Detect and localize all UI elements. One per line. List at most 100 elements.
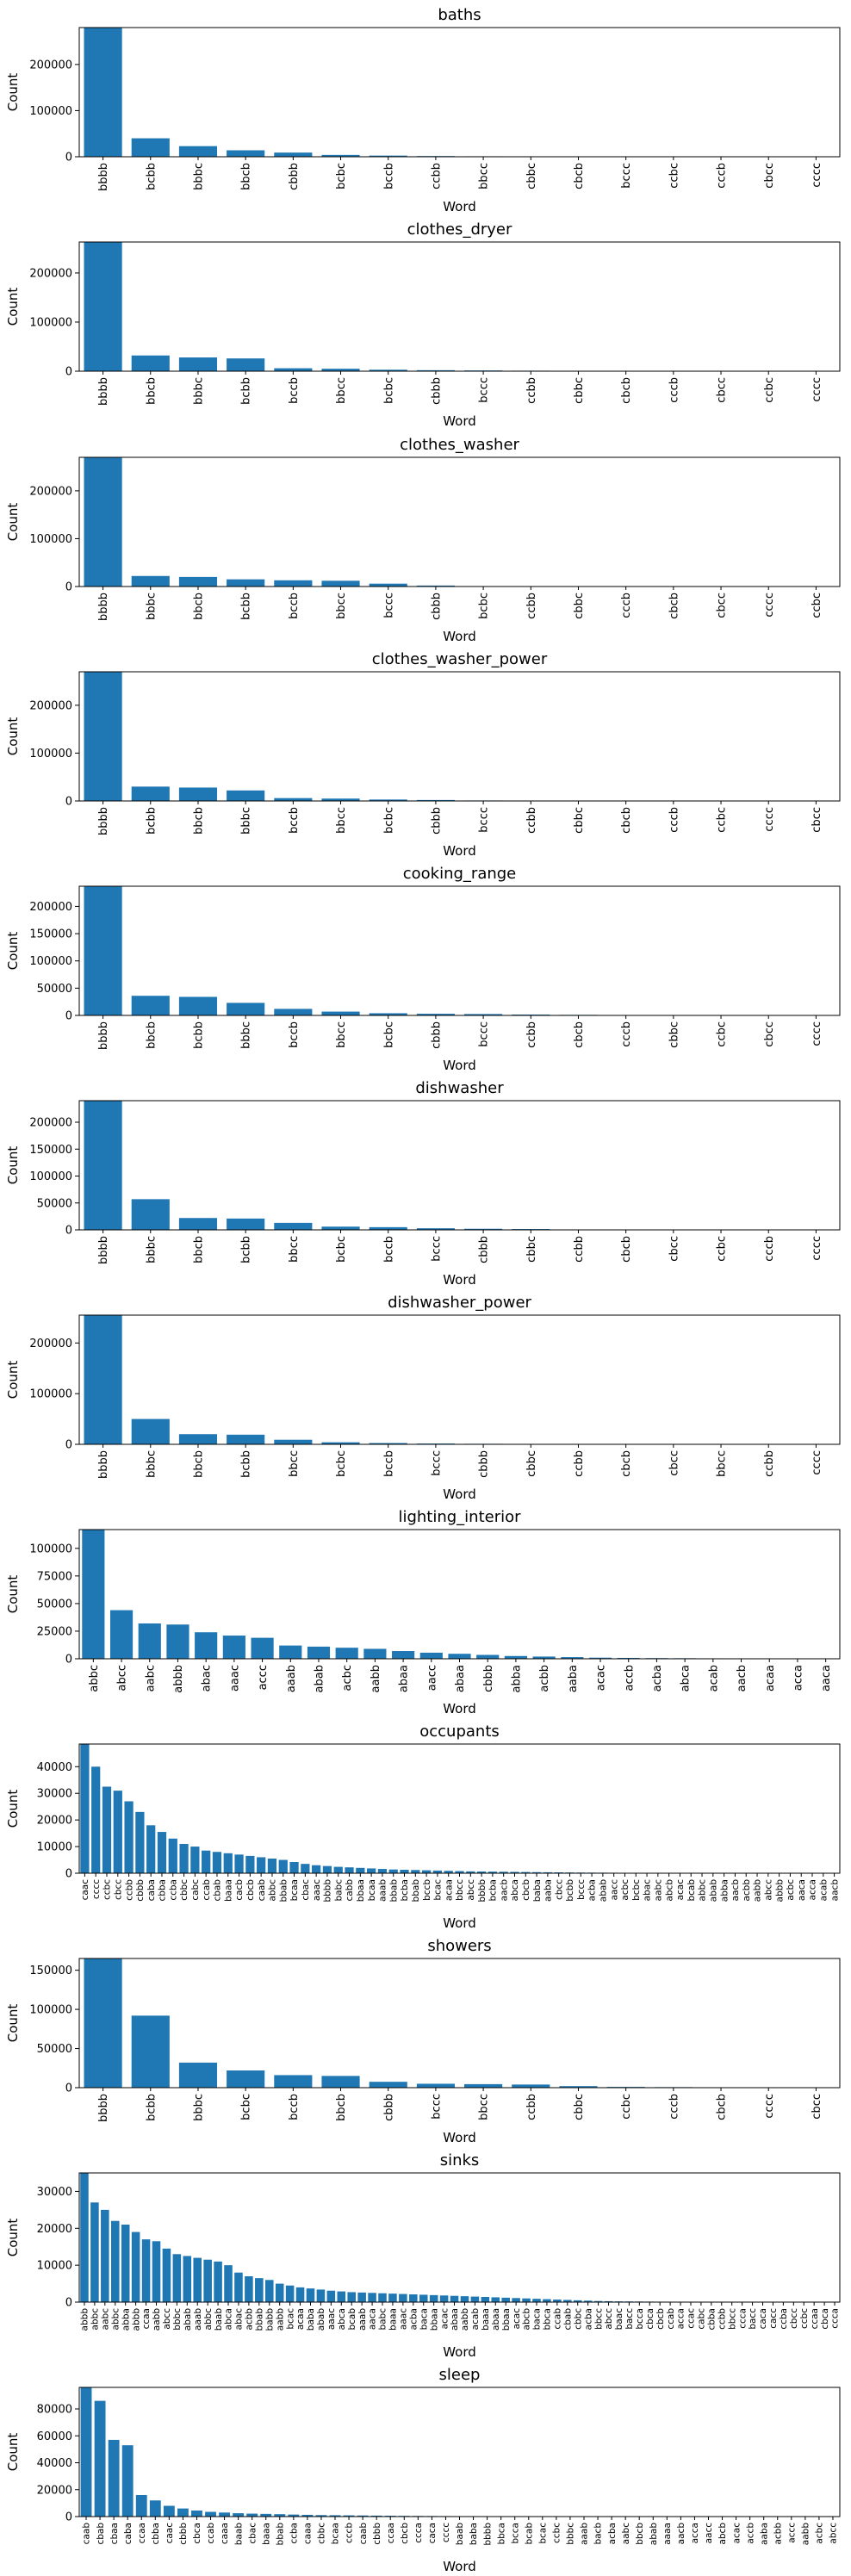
- chart-panel: dishwasher_power 0 100000 200000 bbbb bbbc bbc…: [5, 1294, 841, 1502]
- bar: [347, 2292, 356, 2302]
- bar: [450, 2295, 459, 2302]
- x-tick-label: ccab: [206, 2523, 216, 2544]
- x-tick-label: bbcc: [335, 807, 348, 834]
- x-tick-label: bbcc: [335, 593, 348, 619]
- x-tick-label: cccb: [668, 2094, 680, 2120]
- x-tick-label: bcac: [538, 2523, 549, 2544]
- x-tick-label: cbbc: [573, 2094, 586, 2120]
- bar: [512, 2298, 520, 2302]
- x-tick-label: cbbc: [668, 1021, 680, 1048]
- x-tick-label: cccb: [668, 807, 680, 833]
- x-tick-label: bbab: [411, 1879, 421, 1903]
- x-tick-label: bcbc: [382, 807, 395, 834]
- x-axis-label: Word: [443, 843, 476, 859]
- x-tick-label: bbcb: [635, 2523, 645, 2545]
- x-tick-label: bbbb: [97, 1021, 110, 1050]
- bar: [94, 2400, 106, 2517]
- bar: [113, 1791, 122, 1873]
- bar: [604, 2300, 613, 2302]
- x-tick-label: bbaa: [501, 2308, 512, 2331]
- x-tick-label: bcbb: [145, 2094, 158, 2121]
- x-tick-label: ccbc: [716, 1236, 729, 1262]
- chart-title: dishwasher: [415, 1079, 504, 1097]
- x-tick-label: bcab: [686, 1879, 697, 1902]
- bar: [416, 369, 455, 371]
- bar: [367, 1868, 376, 1873]
- bar: [212, 1852, 222, 1873]
- x-tick-label: bcbc: [335, 163, 348, 189]
- bar: [409, 2294, 418, 2302]
- x-tick-label: cccc: [811, 377, 823, 402]
- bar: [84, 1315, 122, 1444]
- x-tick-label: cbcb: [716, 2094, 729, 2120]
- bar: [455, 1871, 464, 1873]
- x-tick-label: cbcb: [620, 807, 633, 834]
- bar: [227, 1218, 265, 1230]
- x-tick-label: caca: [758, 2308, 768, 2329]
- y-tick-label: 0: [65, 1439, 72, 1452]
- bar: [416, 585, 455, 587]
- y-tick-label: 150000: [29, 1965, 72, 1977]
- x-tick-label: aaac: [326, 2308, 337, 2330]
- x-tick-label: cbcc: [811, 807, 823, 833]
- plot-frame: [78, 2387, 841, 2517]
- bar: [315, 2515, 327, 2517]
- bar: [274, 368, 313, 371]
- x-tick-label: bbca: [496, 2523, 506, 2545]
- y-axis-label: Count: [5, 2433, 21, 2472]
- x-tick-label: cbcc: [113, 1879, 123, 1900]
- bar: [369, 2082, 407, 2088]
- x-tick-label: bcba: [488, 1879, 499, 1902]
- bar: [501, 2297, 510, 2302]
- bar: [84, 1101, 122, 1230]
- x-tick-label: bbcb: [193, 1450, 206, 1478]
- x-tick-label: bccc: [620, 163, 633, 189]
- x-tick-label: bbbb: [323, 1879, 333, 1903]
- bar: [343, 2515, 355, 2517]
- y-tick-label: 100000: [29, 1388, 72, 1401]
- bar: [321, 1442, 360, 1444]
- x-tick-label: ccca: [830, 2308, 841, 2329]
- x-tick-label: baba: [532, 1879, 543, 1902]
- x-tick-label: baca: [419, 2308, 429, 2330]
- x-tick-label: bccc: [478, 1021, 491, 1047]
- bar: [432, 1870, 443, 1873]
- bar: [90, 2202, 99, 2302]
- x-tick-label: bbbc: [193, 2094, 206, 2121]
- x-tick-label: bccb: [288, 807, 301, 834]
- bar: [289, 1862, 299, 1873]
- x-tick-label: acca: [792, 1665, 804, 1691]
- x-tick-label: caaa: [220, 2523, 230, 2544]
- x-tick-label: acab: [707, 1665, 720, 1691]
- x-tick-label: cbca: [820, 2308, 830, 2330]
- x-axis-label: Word: [443, 2344, 476, 2360]
- bar: [227, 1434, 265, 1444]
- x-tick-label: bccc: [478, 377, 491, 403]
- y-tick-label: 50000: [37, 1598, 72, 1611]
- bar: [131, 138, 170, 157]
- x-tick-label: aabb: [801, 2523, 811, 2546]
- x-tick-label: caaa: [303, 2523, 314, 2544]
- bar: [274, 2514, 286, 2517]
- bar: [80, 1744, 90, 1873]
- x-tick-label: baab: [233, 2523, 244, 2546]
- x-tick-label: aacb: [736, 1665, 749, 1691]
- x-tick-label: cccc: [811, 1236, 823, 1261]
- bar: [321, 369, 360, 371]
- x-tick-label: bbcb: [193, 1236, 206, 1263]
- bar: [166, 1624, 189, 1659]
- bar: [301, 2514, 314, 2517]
- plot-frame: [78, 1100, 841, 1231]
- bar: [227, 790, 265, 801]
- bar: [322, 1865, 332, 1873]
- bar: [321, 154, 360, 157]
- x-tick-label: cbbb: [372, 2523, 382, 2545]
- bar: [178, 1218, 218, 1230]
- x-tick-label: cccc: [763, 807, 776, 832]
- x-tick-label: aaca: [368, 2308, 378, 2330]
- x-axis-label: Word: [443, 1915, 476, 1931]
- bar: [617, 1657, 640, 1659]
- y-tick-label: 10000: [37, 2260, 72, 2273]
- x-tick-label: bcbb: [565, 1879, 575, 1902]
- x-tick-label: abaa: [454, 1665, 467, 1692]
